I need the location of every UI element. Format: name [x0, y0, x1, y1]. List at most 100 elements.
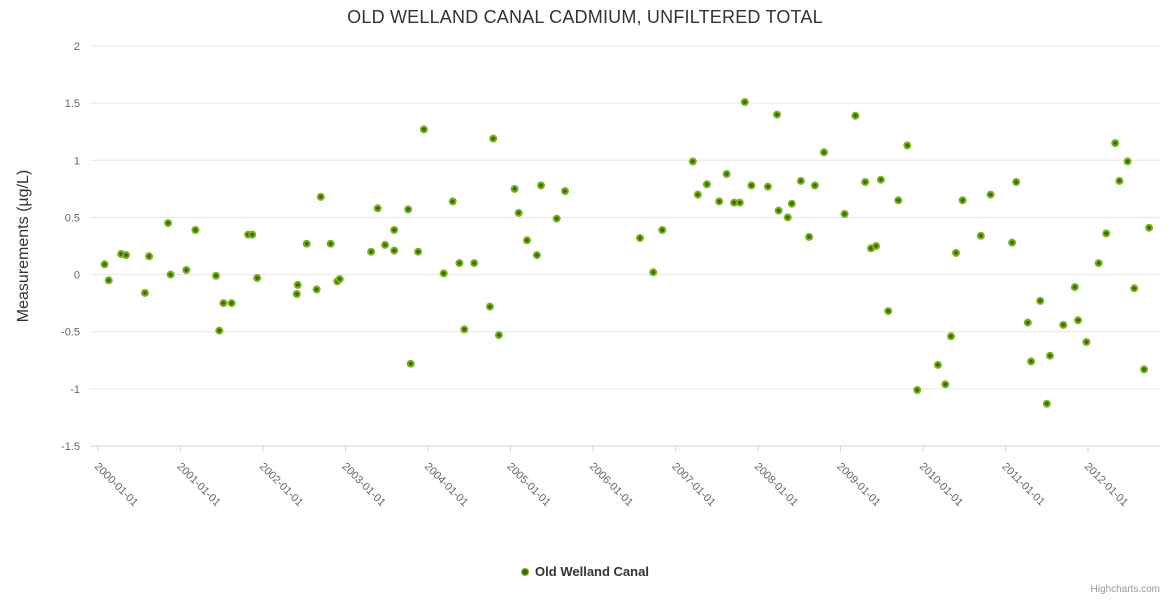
data-point[interactable]	[191, 226, 200, 234]
data-point[interactable]	[913, 386, 922, 394]
data-point[interactable]	[747, 181, 756, 190]
data-point[interactable]	[636, 234, 644, 242]
data-point[interactable]	[122, 251, 130, 260]
data-point[interactable]	[227, 299, 236, 308]
data-point[interactable]	[164, 219, 173, 228]
data-point[interactable]	[489, 134, 498, 143]
data-point[interactable]	[460, 325, 469, 334]
data-point[interactable]	[884, 307, 893, 316]
data-point[interactable]	[1123, 157, 1132, 166]
data-point[interactable]	[715, 197, 724, 206]
data-point[interactable]	[740, 98, 749, 106]
data-point[interactable]	[1027, 357, 1036, 366]
data-point[interactable]	[730, 198, 739, 207]
data-point[interactable]	[773, 110, 781, 119]
legend-item-old-welland-canal[interactable]: Old Welland Canal	[521, 564, 649, 579]
data-point[interactable]	[448, 197, 457, 206]
data-point[interactable]	[658, 226, 667, 234]
data-point[interactable]	[419, 125, 428, 134]
data-point[interactable]	[810, 181, 819, 190]
data-point[interactable]	[414, 247, 423, 256]
data-point[interactable]	[316, 192, 325, 201]
data-point[interactable]	[367, 247, 376, 256]
data-point[interactable]	[561, 187, 569, 196]
data-point[interactable]	[1074, 316, 1083, 325]
data-point[interactable]	[514, 208, 523, 217]
data-point[interactable]	[510, 184, 519, 193]
data-point[interactable]	[373, 204, 382, 213]
data-point[interactable]	[1046, 351, 1054, 360]
data-point[interactable]	[688, 157, 697, 166]
data-point[interactable]	[783, 213, 792, 222]
data-point[interactable]	[455, 259, 464, 268]
data-point[interactable]	[851, 111, 860, 120]
data-point[interactable]	[390, 246, 399, 255]
data-point[interactable]	[941, 380, 950, 389]
data-point[interactable]	[1145, 223, 1154, 232]
data-point[interactable]	[215, 326, 224, 335]
data-point[interactable]	[805, 232, 814, 241]
data-point[interactable]	[1130, 284, 1139, 293]
data-point[interactable]	[485, 302, 494, 311]
data-point[interactable]	[1008, 238, 1017, 247]
data-point[interactable]	[763, 182, 772, 191]
data-point[interactable]	[248, 230, 257, 239]
data-point[interactable]	[523, 236, 531, 245]
data-point[interactable]	[532, 251, 541, 260]
data-point[interactable]	[894, 196, 903, 205]
data-point[interactable]	[552, 214, 561, 223]
data-point[interactable]	[1023, 318, 1032, 327]
data-point[interactable]	[182, 266, 191, 274]
data-point[interactable]	[976, 231, 985, 240]
data-point[interactable]	[494, 331, 503, 340]
data-point[interactable]	[1111, 139, 1120, 148]
data-point[interactable]	[253, 274, 262, 282]
data-point[interactable]	[1012, 178, 1021, 186]
data-point[interactable]	[1140, 365, 1149, 374]
data-point[interactable]	[649, 268, 658, 277]
data-point[interactable]	[439, 269, 448, 278]
data-point[interactable]	[861, 178, 870, 186]
data-point[interactable]	[104, 276, 113, 285]
data-point[interactable]	[1082, 338, 1091, 346]
data-point[interactable]	[406, 359, 415, 368]
data-point[interactable]	[212, 271, 220, 280]
data-point[interactable]	[933, 360, 942, 369]
data-point[interactable]	[219, 299, 228, 308]
data-point[interactable]	[986, 190, 995, 199]
data-point[interactable]	[537, 181, 545, 190]
data-point[interactable]	[470, 259, 479, 268]
data-point[interactable]	[312, 285, 321, 294]
data-point[interactable]	[1094, 259, 1103, 268]
data-point[interactable]	[293, 280, 302, 289]
data-point[interactable]	[872, 242, 880, 250]
data-point[interactable]	[947, 332, 955, 341]
data-point[interactable]	[702, 180, 711, 189]
data-point[interactable]	[903, 141, 912, 150]
data-point[interactable]	[787, 199, 796, 208]
data-point[interactable]	[693, 190, 702, 199]
data-point[interactable]	[1036, 296, 1045, 305]
data-point[interactable]	[820, 148, 828, 157]
data-point[interactable]	[381, 240, 390, 249]
data-point[interactable]	[952, 248, 960, 257]
data-point[interactable]	[840, 210, 849, 218]
data-point[interactable]	[876, 175, 885, 184]
data-point[interactable]	[390, 226, 399, 234]
data-point[interactable]	[1115, 176, 1124, 185]
data-point[interactable]	[292, 290, 301, 298]
data-point[interactable]	[796, 176, 805, 185]
data-point[interactable]	[335, 275, 344, 284]
data-point[interactable]	[774, 206, 783, 215]
data-point[interactable]	[735, 198, 744, 207]
data-point[interactable]	[166, 270, 175, 279]
data-point[interactable]	[1070, 283, 1079, 292]
data-point[interactable]	[141, 288, 149, 297]
data-point[interactable]	[145, 252, 154, 261]
data-point[interactable]	[326, 239, 335, 248]
data-point[interactable]	[722, 170, 731, 178]
data-point[interactable]	[302, 239, 311, 248]
data-point[interactable]	[958, 196, 967, 205]
data-point[interactable]	[1042, 399, 1051, 408]
data-point[interactable]	[404, 205, 413, 214]
